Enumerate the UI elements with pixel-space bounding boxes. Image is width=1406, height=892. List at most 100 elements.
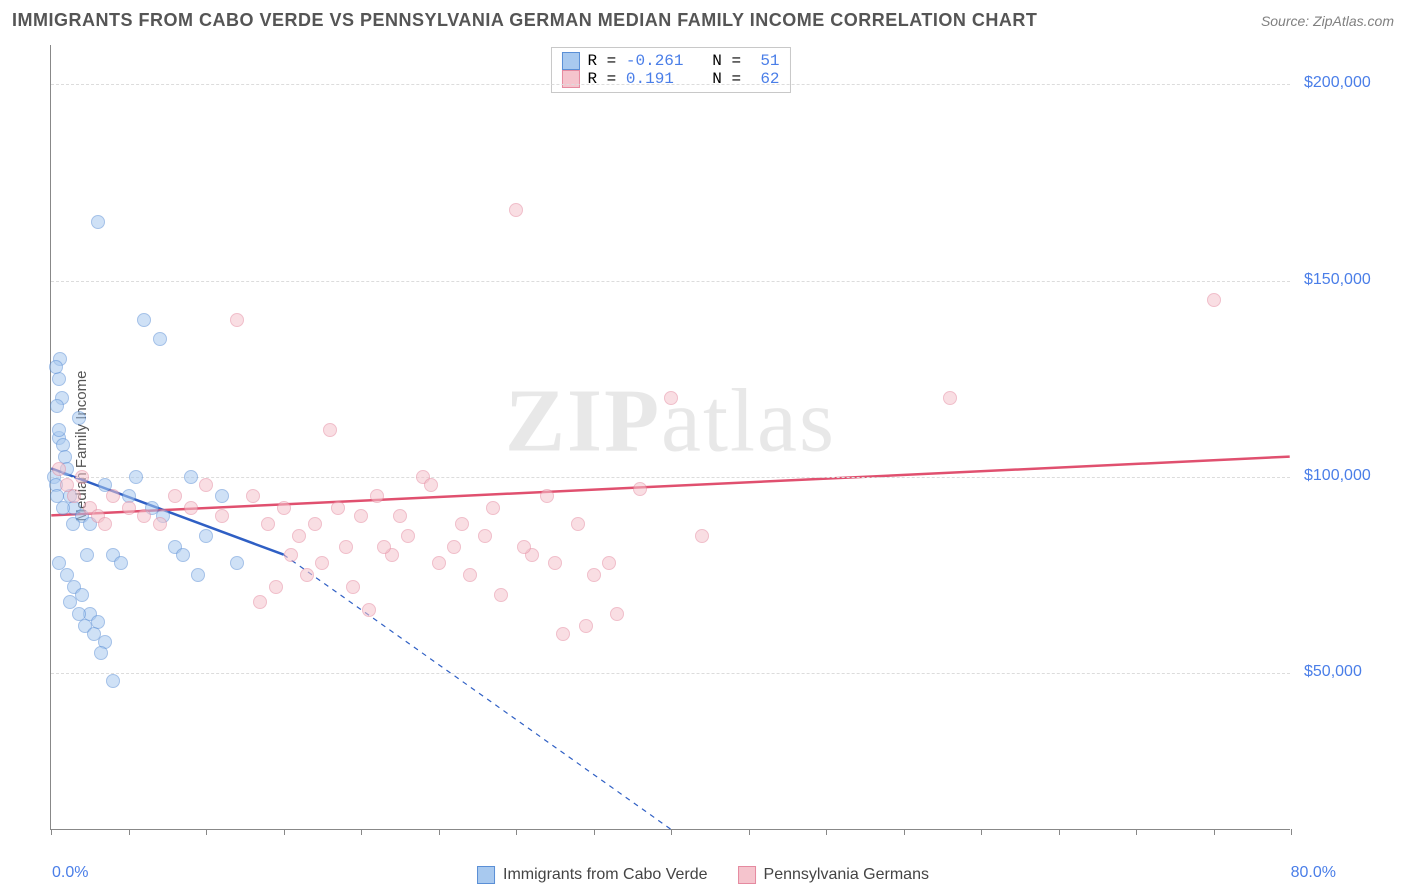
x-tick: [1136, 829, 1137, 835]
data-point: [509, 203, 523, 217]
x-tick: [671, 829, 672, 835]
data-point: [370, 489, 384, 503]
data-point: [184, 470, 198, 484]
data-point: [261, 517, 275, 531]
data-point: [1207, 293, 1221, 307]
y-tick-label: $200,000: [1304, 74, 1371, 92]
legend-label: Pennsylvania Germans: [764, 866, 929, 884]
data-point: [943, 391, 957, 405]
stat-legend: R = -0.261 N = 51R = 0.191 N = 62: [550, 47, 790, 93]
data-point: [540, 489, 554, 503]
data-point: [447, 540, 461, 554]
data-point: [401, 529, 415, 543]
legend-swatch: [561, 52, 579, 70]
data-point: [56, 501, 70, 515]
x-tick: [206, 829, 207, 835]
plot-area: ZIPatlas R = -0.261 N = 51R = 0.191 N = …: [50, 45, 1290, 830]
data-point: [114, 556, 128, 570]
data-point: [300, 568, 314, 582]
gridline: [51, 673, 1290, 674]
gridline: [51, 281, 1290, 282]
x-tick: [1291, 829, 1292, 835]
data-point: [94, 646, 108, 660]
x-tick: [284, 829, 285, 835]
data-point: [269, 580, 283, 594]
data-point: [284, 548, 298, 562]
data-point: [230, 313, 244, 327]
gridline: [51, 84, 1290, 85]
data-point: [486, 501, 500, 515]
data-point: [230, 556, 244, 570]
x-tick: [904, 829, 905, 835]
stat-legend-row: R = -0.261 N = 51: [561, 52, 779, 70]
bottom-legend: Immigrants from Cabo Verde Pennsylvania G…: [477, 866, 929, 884]
data-point: [66, 517, 80, 531]
data-point: [432, 556, 446, 570]
data-point: [50, 399, 64, 413]
data-point: [122, 501, 136, 515]
data-point: [153, 517, 167, 531]
data-point: [579, 619, 593, 633]
data-point: [354, 509, 368, 523]
data-point: [80, 548, 94, 562]
trend-extrapolation: [283, 555, 670, 829]
data-point: [52, 556, 66, 570]
data-point: [346, 580, 360, 594]
data-point: [98, 517, 112, 531]
legend-swatch: [738, 866, 756, 884]
data-point: [129, 470, 143, 484]
data-point: [67, 489, 81, 503]
gridline: [51, 477, 1290, 478]
data-point: [331, 501, 345, 515]
data-point: [393, 509, 407, 523]
data-point: [571, 517, 585, 531]
data-point: [424, 478, 438, 492]
x-axis-min-label: 0.0%: [52, 864, 88, 882]
legend-label: Immigrants from Cabo Verde: [503, 866, 708, 884]
x-tick: [749, 829, 750, 835]
data-point: [106, 674, 120, 688]
data-point: [75, 588, 89, 602]
y-tick-label: $150,000: [1304, 271, 1371, 289]
data-point: [52, 462, 66, 476]
data-point: [72, 411, 86, 425]
legend-swatch: [477, 866, 495, 884]
x-tick: [1059, 829, 1060, 835]
x-tick: [439, 829, 440, 835]
data-point: [323, 423, 337, 437]
legend-item: Pennsylvania Germans: [738, 866, 929, 884]
data-point: [106, 489, 120, 503]
data-point: [199, 478, 213, 492]
data-point: [87, 627, 101, 641]
x-tick: [361, 829, 362, 835]
data-point: [215, 489, 229, 503]
data-point: [277, 501, 291, 515]
x-tick: [826, 829, 827, 835]
x-tick: [981, 829, 982, 835]
data-point: [478, 529, 492, 543]
x-tick: [516, 829, 517, 835]
data-point: [292, 529, 306, 543]
source-label: Source: ZipAtlas.com: [1261, 13, 1394, 29]
data-point: [246, 489, 260, 503]
data-point: [199, 529, 213, 543]
data-point: [49, 360, 63, 374]
data-point: [695, 529, 709, 543]
data-point: [75, 470, 89, 484]
data-point: [137, 313, 151, 327]
legend-item: Immigrants from Cabo Verde: [477, 866, 708, 884]
data-point: [587, 568, 601, 582]
data-point: [339, 540, 353, 554]
x-axis-max-label: 80.0%: [1291, 864, 1336, 882]
data-point: [308, 517, 322, 531]
x-tick: [129, 829, 130, 835]
legend-swatch: [561, 70, 579, 88]
data-point: [610, 607, 624, 621]
data-point: [664, 391, 678, 405]
data-point: [191, 568, 205, 582]
trend-line: [51, 457, 1289, 516]
data-point: [168, 489, 182, 503]
data-point: [633, 482, 647, 496]
data-point: [72, 607, 86, 621]
data-point: [52, 423, 66, 437]
